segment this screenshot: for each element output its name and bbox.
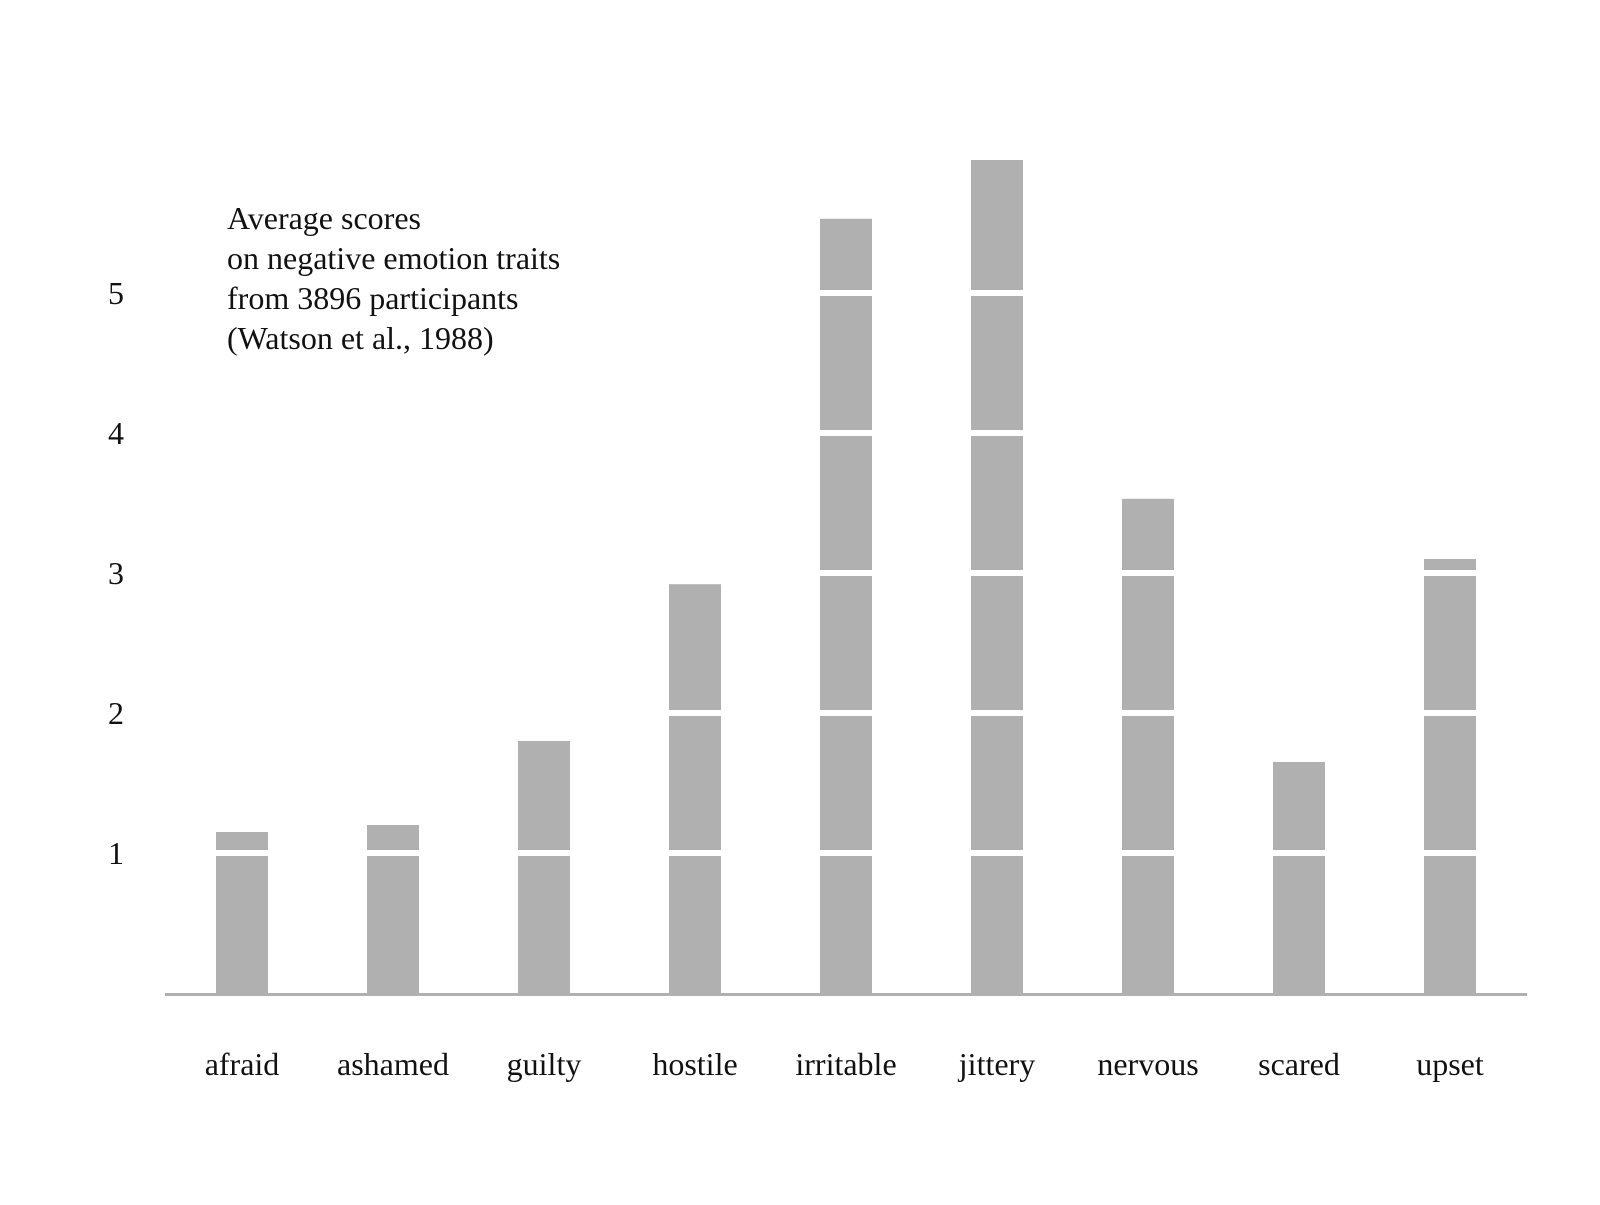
- bar-afraid: [216, 832, 268, 993]
- bar-guilty-separator-1: [517, 850, 571, 856]
- chart-title: Average scores on negative emotion trait…: [227, 198, 560, 358]
- title-line-3: from 3896 participants: [227, 280, 519, 316]
- bar-nervous-separator-2: [1121, 710, 1175, 716]
- x-tick-label-hostile: hostile: [652, 1046, 737, 1082]
- bar-jittery-separator-5: [970, 290, 1024, 296]
- bar-hostile-separator-1: [668, 850, 722, 856]
- x-tick-label-afraid: afraid: [205, 1046, 280, 1082]
- x-tick-label-upset: upset: [1416, 1046, 1484, 1082]
- x-tick-label-jittery: jittery: [958, 1046, 1035, 1082]
- x-axis-labels: afraid ashamed guilty hostile irritable jitte…: [205, 1046, 1484, 1082]
- bar-nervous: [1122, 498, 1174, 993]
- bar-irritable-separator-5: [819, 290, 873, 296]
- x-tick-label-nervous: nervous: [1097, 1046, 1198, 1082]
- bar-irritable-separator-1: [819, 850, 873, 856]
- bar-jittery-separator-4: [970, 430, 1024, 436]
- bar-irritable-separator-4: [819, 430, 873, 436]
- title-line-4: (Watson et al., 1988): [227, 320, 494, 356]
- bar-jittery-separator-2: [970, 710, 1024, 716]
- title-line-2: on negative emotion traits: [227, 240, 561, 276]
- bar-irritable: [820, 218, 872, 994]
- bar-jittery: [971, 160, 1023, 993]
- x-tick-label-irritable: irritable: [795, 1046, 896, 1082]
- bar-jittery-separator-3: [970, 570, 1024, 576]
- bar-hostile-separator-2: [668, 710, 722, 716]
- y-axis-ticks: 1 2 3 4 5: [108, 275, 124, 871]
- y-tick-label-2: 2: [108, 695, 124, 731]
- bar-scared: [1273, 762, 1325, 993]
- x-tick-label-scared: scared: [1258, 1046, 1340, 1082]
- bar-upset: [1424, 559, 1476, 993]
- y-tick-label-1: 1: [108, 835, 124, 871]
- bar-upset-separator-2: [1423, 710, 1477, 716]
- y-tick-label-5: 5: [108, 275, 124, 311]
- bar-guilty: [518, 741, 570, 993]
- bar-nervous-separator-3: [1121, 570, 1175, 576]
- x-tick-label-guilty: guilty: [507, 1046, 582, 1082]
- bar-jittery-separator-1: [970, 850, 1024, 856]
- bar-scared-separator-1: [1272, 850, 1326, 856]
- bar-afraid-separator-1: [215, 850, 269, 856]
- bar-hostile: [669, 584, 721, 993]
- unit-separators: [215, 290, 1477, 856]
- bar-irritable-separator-3: [819, 570, 873, 576]
- bar-upset-separator-3: [1423, 570, 1477, 576]
- bar-ashamed-separator-1: [366, 850, 420, 856]
- x-tick-label-ashamed: ashamed: [337, 1046, 449, 1082]
- y-tick-label-4: 4: [108, 415, 124, 451]
- bar-irritable-separator-2: [819, 710, 873, 716]
- bar-upset-separator-1: [1423, 850, 1477, 856]
- title-line-1: Average scores: [227, 200, 421, 236]
- y-tick-label-3: 3: [108, 555, 124, 591]
- bar-nervous-separator-1: [1121, 850, 1175, 856]
